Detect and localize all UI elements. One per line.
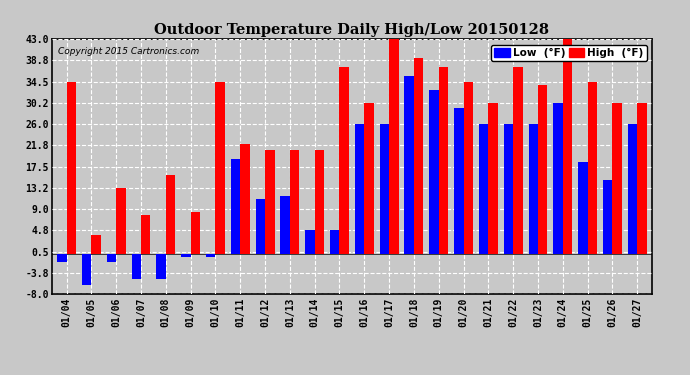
Bar <box>206 254 215 257</box>
Bar <box>380 124 389 254</box>
Bar <box>563 39 572 254</box>
Legend: Low  (°F), High  (°F): Low (°F), High (°F) <box>491 45 647 61</box>
Bar <box>315 150 324 254</box>
Title: Outdoor Temperature Daily High/Low 20150128: Outdoor Temperature Daily High/Low 20150… <box>155 23 549 37</box>
Bar <box>107 254 116 262</box>
Bar <box>588 82 597 254</box>
Bar <box>82 254 92 285</box>
Bar <box>637 104 647 254</box>
Bar <box>116 188 126 254</box>
Bar <box>265 150 275 254</box>
Bar <box>464 82 473 254</box>
Bar <box>181 254 190 257</box>
Bar <box>389 39 399 254</box>
Bar <box>439 68 448 254</box>
Bar <box>429 90 439 254</box>
Bar <box>339 68 349 254</box>
Bar <box>404 76 414 254</box>
Bar <box>280 196 290 254</box>
Bar <box>92 235 101 254</box>
Bar <box>240 144 250 254</box>
Bar <box>479 124 489 254</box>
Bar <box>454 108 464 254</box>
Bar <box>414 58 424 254</box>
Bar <box>166 176 175 254</box>
Bar <box>628 124 637 254</box>
Bar <box>364 104 374 254</box>
Bar <box>578 162 588 254</box>
Text: Copyright 2015 Cartronics.com: Copyright 2015 Cartronics.com <box>58 47 199 56</box>
Bar <box>603 180 612 254</box>
Bar <box>612 104 622 254</box>
Bar <box>355 124 364 254</box>
Bar <box>513 68 522 254</box>
Bar <box>538 86 547 254</box>
Bar <box>157 254 166 279</box>
Bar <box>215 82 225 254</box>
Bar <box>67 82 76 254</box>
Bar <box>489 104 497 254</box>
Bar <box>141 215 150 254</box>
Bar <box>256 200 265 254</box>
Bar <box>529 124 538 254</box>
Bar <box>132 254 141 279</box>
Bar <box>305 230 315 254</box>
Bar <box>290 150 299 254</box>
Bar <box>190 212 200 254</box>
Bar <box>57 254 67 262</box>
Bar <box>330 230 339 254</box>
Bar <box>553 104 563 254</box>
Bar <box>504 124 513 254</box>
Bar <box>231 159 240 254</box>
